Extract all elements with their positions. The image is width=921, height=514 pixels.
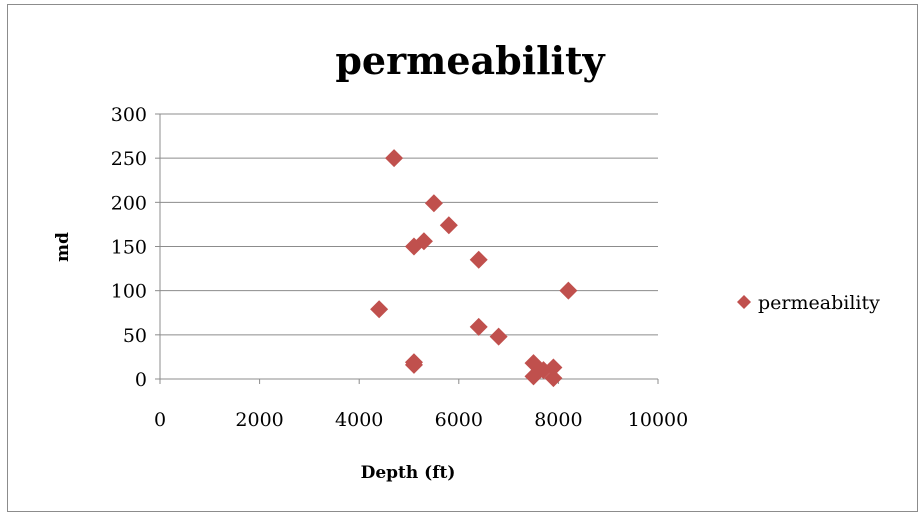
data-point-0-15	[524, 367, 543, 386]
data-point-0-7	[370, 300, 389, 319]
y-tick-label-0: 0	[135, 369, 147, 391]
data-point-0-11	[404, 355, 423, 374]
x-tick-label-0: 0	[154, 409, 166, 431]
data-point-0-8	[469, 317, 488, 336]
axes	[155, 113, 659, 384]
data-point-0-16	[544, 369, 563, 388]
data-point-0-1	[424, 194, 443, 213]
y-tick-label-250: 250	[111, 148, 147, 170]
y-axis-label: md	[53, 232, 73, 262]
y-tick-label-50: 50	[123, 325, 147, 347]
data-point-0-2	[439, 216, 458, 235]
data-point-0-0	[385, 149, 404, 168]
y-tick-label-100: 100	[111, 281, 147, 303]
tick-labels: 0 50 100 150 200 250 300 0 2000 4000 6000 8000 10000	[111, 104, 688, 431]
x-tick-label-6000: 6000	[435, 409, 483, 431]
data-points	[370, 149, 578, 388]
chart-frame	[7, 4, 918, 512]
data-point-0-6	[559, 281, 578, 300]
y-tick-label-200: 200	[111, 192, 147, 214]
data-point-0-5	[469, 250, 488, 269]
y-tick-label-300: 300	[111, 104, 147, 126]
data-point-0-4	[404, 237, 423, 256]
legend-label: permeability	[758, 292, 880, 314]
x-tick-label-10000: 10000	[628, 409, 688, 431]
y-tick-label-150: 150	[111, 237, 147, 259]
x-tick-label-8000: 8000	[534, 409, 582, 431]
legend: permeability	[737, 292, 880, 314]
x-tick-label-4000: 4000	[335, 409, 383, 431]
x-tick-label-2000: 2000	[235, 409, 283, 431]
x-axis-label: Depth (ft)	[361, 463, 456, 483]
data-point-0-9	[489, 327, 508, 346]
gridlines	[160, 113, 658, 336]
legend-marker-icon	[737, 295, 751, 309]
data-point-0-14	[544, 358, 563, 377]
chart-title: permeability	[335, 38, 605, 83]
